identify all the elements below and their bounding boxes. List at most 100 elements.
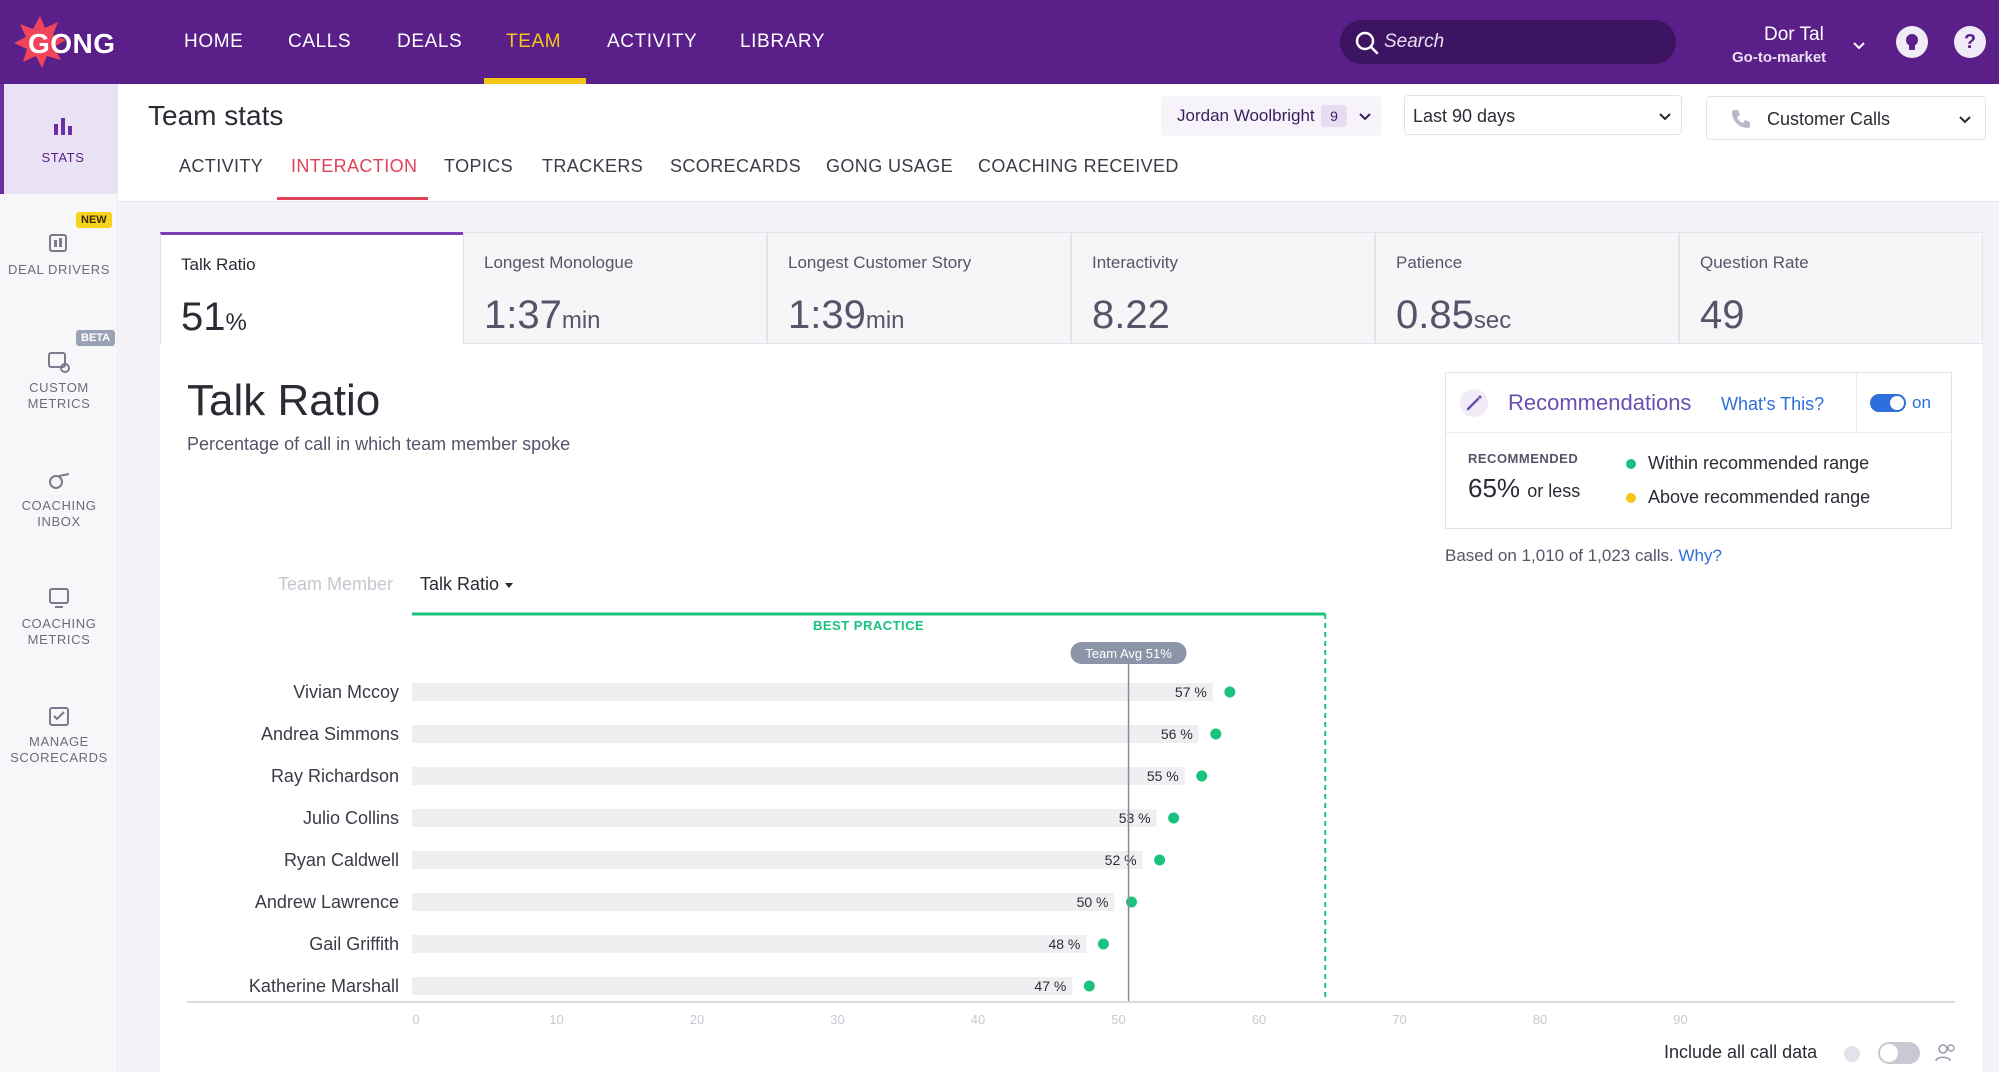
- nav-deals[interactable]: DEALS: [397, 31, 463, 52]
- sidebar-item-label: MANAGE SCORECARDS: [10, 734, 108, 765]
- new-badge: NEW: [76, 212, 112, 228]
- team-member-name: Katherine Marshall: [249, 976, 399, 996]
- include-all-call-data-label: Include all call data: [1664, 1042, 1818, 1062]
- deal-drivers-icon: [49, 234, 67, 252]
- bar-chart-icon: [54, 118, 72, 135]
- sidebar-item-stats[interactable]: STATS: [0, 84, 118, 194]
- metric-value: 0.85sec: [1396, 293, 1512, 337]
- tab-coaching-received[interactable]: COACHING RECEIVED: [978, 156, 1179, 176]
- toggle-state-label: on: [1912, 393, 1931, 412]
- tab-topics[interactable]: TOPICS: [444, 156, 514, 176]
- team-member-filter[interactable]: Jordan Woolbright 9: [1161, 96, 1381, 136]
- x-tick-label: 40: [971, 1012, 985, 1027]
- metric-label: Question Rate: [1700, 253, 1809, 272]
- recommended-value: 65% or less: [1468, 473, 1581, 503]
- magic-wand-icon: [1460, 389, 1488, 417]
- help-glyph: ?: [1963, 31, 1977, 53]
- team-member-name: Ray Richardson: [271, 766, 399, 786]
- nav-home[interactable]: HOME: [184, 31, 244, 52]
- metric-card-question-rate[interactable]: Question Rate 49: [1679, 232, 1983, 344]
- bar-dot-0: [1224, 686, 1236, 698]
- tab-activity[interactable]: ACTIVITY: [179, 156, 264, 176]
- search-input[interactable]: [1384, 26, 1664, 58]
- chevron-down-icon: [1853, 42, 1865, 50]
- recommendations-panel: Recommendations What's This? on RECOMMEN…: [1445, 372, 1952, 529]
- recommendations-header: Recommendations What's This? on: [1446, 373, 1951, 433]
- metric-label: Patience: [1396, 253, 1463, 272]
- tab-active-indicator: [277, 197, 428, 200]
- legend-dot-green: [1626, 459, 1636, 469]
- user-menu[interactable]: Dor Tal Go-to-market: [1720, 20, 1870, 70]
- metric-value: 8.22: [1092, 293, 1170, 337]
- tab-gong-usage[interactable]: GONG USAGE: [826, 156, 954, 176]
- include-all-call-data-toggle[interactable]: [1878, 1042, 1920, 1064]
- metric-card-patience[interactable]: Patience 0.85sec: [1375, 232, 1679, 344]
- metric-card-longest-customer-story[interactable]: Longest Customer Story 1:39min: [767, 232, 1071, 344]
- sidebar-item-manage-scorecards[interactable]: MANAGE SCORECARDS: [0, 674, 118, 784]
- tab-trackers[interactable]: TRACKERS: [542, 156, 644, 176]
- team-member-name: Vivian Mccoy: [293, 682, 399, 702]
- custom-metrics-icon: [48, 352, 70, 373]
- sidebar-item-deal-drivers[interactable]: DEAL DRIVERS: [0, 202, 118, 312]
- x-tick-label: 50: [1111, 1012, 1125, 1027]
- sidebar-item-custom-metrics[interactable]: CUSTOM METRICS: [0, 320, 118, 430]
- lightbulb-icon[interactable]: [1896, 26, 1928, 58]
- nav-activity[interactable]: ACTIVITY: [607, 31, 698, 52]
- x-tick-label: 60: [1252, 1012, 1266, 1027]
- metric-card-interactivity[interactable]: Interactivity 8.22: [1071, 232, 1375, 344]
- search-box[interactable]: [1340, 20, 1676, 64]
- legend-above: Above recommended range: [1626, 487, 1870, 508]
- logo-text: GONG: [28, 28, 116, 59]
- call-type-select[interactable]: Customer Calls: [1706, 96, 1986, 140]
- gong-logo[interactable]: GONG: [12, 14, 115, 72]
- x-tick-label: 90: [1673, 1012, 1687, 1027]
- sidebar-item-coaching-inbox[interactable]: COACHING INBOX: [0, 438, 118, 548]
- nav-library[interactable]: LIBRARY: [740, 31, 826, 52]
- help-icon[interactable]: ?: [1954, 26, 1986, 58]
- header-divider: [1856, 373, 1857, 433]
- team-member-filter-label: Jordan Woolbright: [1177, 106, 1315, 125]
- tab-interaction[interactable]: INTERACTION: [291, 156, 418, 176]
- chevron-down-icon: [1659, 113, 1671, 121]
- date-range-select[interactable]: Last 90 days: [1404, 95, 1682, 135]
- based-on-text: Based on 1,010 of 1,023 calls. Why?: [1445, 546, 1722, 565]
- date-range-value: Last 90 days: [1413, 106, 1516, 126]
- recommended-label: RECOMMENDED: [1468, 451, 1579, 466]
- bar-dot-6: [1097, 938, 1109, 950]
- nav-team[interactable]: TEAM: [506, 31, 562, 52]
- bar-value-label: 53 %: [1119, 810, 1151, 826]
- metric-card-longest-monologue[interactable]: Longest Monologue 1:37min: [463, 232, 767, 344]
- scorecard-icon: [49, 707, 69, 726]
- metric-label: Interactivity: [1092, 253, 1178, 272]
- sidebar-item-coaching-metrics[interactable]: COACHING METRICS: [0, 556, 118, 666]
- tab-scorecards[interactable]: SCORECARDS: [670, 156, 802, 176]
- left-sidebar: STATS DEAL DRIVERS NEW CUSTOM METRICS BE…: [0, 84, 118, 1072]
- bar-1: [412, 725, 1199, 743]
- bar-value-label: 57 %: [1175, 684, 1207, 700]
- bar-7: [412, 977, 1073, 995]
- x-tick-label: 20: [690, 1012, 704, 1027]
- metric-card-talk-ratio[interactable]: Talk Ratio 51%: [160, 232, 464, 344]
- sidebar-item-label: COACHING METRICS: [21, 616, 97, 647]
- sidebar-item-label: DEAL DRIVERS: [7, 262, 111, 277]
- whats-this-link[interactable]: What's This?: [1721, 394, 1825, 414]
- bar-3: [412, 809, 1157, 827]
- legend-within: Within recommended range: [1626, 453, 1869, 474]
- info-icon[interactable]: [1842, 1044, 1862, 1064]
- nav-calls[interactable]: CALLS: [288, 31, 352, 52]
- column-header-talk-ratio[interactable]: Talk Ratio: [420, 574, 514, 595]
- legend-dot-yellow: [1626, 493, 1636, 503]
- nav-active-indicator: [484, 78, 586, 84]
- people-icon[interactable]: [1934, 1042, 1958, 1064]
- best-practice-label: BEST PRACTICE: [813, 618, 924, 633]
- whistle-icon: [49, 473, 70, 489]
- logo-burst-icon: [14, 16, 66, 68]
- recommendations-title: Recommendations: [1508, 390, 1692, 415]
- recommendations-toggle[interactable]: [1870, 394, 1906, 412]
- page-title: Team stats: [148, 100, 284, 131]
- sidebar-item-label: COACHING INBOX: [21, 498, 97, 529]
- column-header-team-member[interactable]: Team Member: [278, 574, 394, 594]
- bar-dot-1: [1210, 728, 1222, 740]
- why-link[interactable]: Why?: [1678, 546, 1722, 565]
